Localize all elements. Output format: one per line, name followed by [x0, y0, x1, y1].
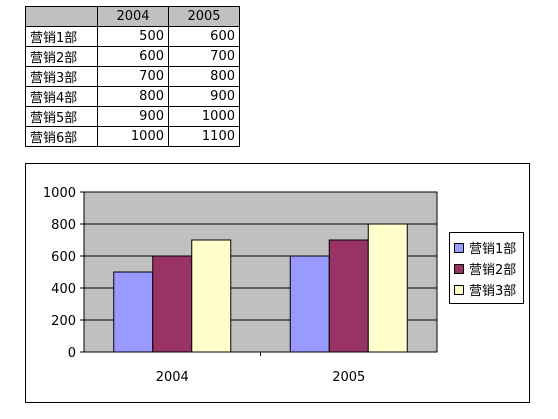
table-header-row: 2004 2005: [25, 6, 240, 27]
table-row: 营销5部 900 1000: [25, 106, 240, 127]
x-tick-label: 2005: [332, 370, 365, 385]
row-value-cell: 800: [168, 66, 240, 87]
table-row: 营销4部 800 900: [25, 86, 240, 107]
chart-area: 0 200 400 600 800 1000 2004 2005 营销1部 营销2部 营销3部: [25, 163, 530, 403]
bar: [152, 255, 193, 353]
row-name-cell: 营销6部: [25, 126, 98, 147]
row-name-cell: 营销1部: [25, 26, 98, 47]
legend-item: 营销3部: [454, 279, 523, 300]
row-name-cell: 营销2部: [25, 46, 98, 67]
table-row: 营销6部 1000 1100: [25, 126, 240, 147]
row-value-cell: 700: [168, 46, 240, 67]
row-value-cell: 600: [97, 46, 169, 67]
header-cell-corner: [25, 6, 98, 27]
data-table: 2004 2005 营销1部 500 600 营销2部 600 700 营销3部…: [25, 6, 240, 147]
y-tick-label: 0: [68, 346, 76, 361]
row-value-cell: 900: [168, 86, 240, 107]
header-cell-2005: 2005: [168, 6, 240, 27]
legend-swatch: [454, 242, 464, 253]
chart-legend: 营销1部 营销2部 营销3部: [449, 232, 524, 304]
y-tick-label: 400: [51, 282, 76, 297]
table-row: 营销1部 500 600: [25, 26, 240, 47]
legend-item: 营销1部: [454, 237, 523, 258]
table-row: 营销3部 700 800: [25, 66, 240, 87]
y-tick-label: 1000: [43, 186, 76, 201]
row-value-cell: 1000: [97, 126, 169, 147]
row-name-cell: 营销3部: [25, 66, 98, 87]
row-value-cell: 800: [97, 86, 169, 107]
legend-swatch: [454, 263, 464, 274]
bar: [113, 271, 154, 353]
row-value-cell: 1100: [168, 126, 240, 147]
header-cell-2004: 2004: [97, 6, 169, 27]
bar-chart: 0 200 400 600 800 1000 2004 2005: [43, 186, 438, 385]
row-name-cell: 营销5部: [25, 106, 98, 127]
bar: [328, 239, 369, 353]
y-tick-label: 800: [51, 218, 76, 233]
table-row: 营销2部 600 700: [25, 46, 240, 67]
legend-label: 营销2部: [469, 263, 517, 278]
legend-label: 营销1部: [469, 242, 517, 257]
bar: [367, 223, 408, 353]
y-tick-label: 200: [51, 314, 76, 329]
legend-item: 营销2部: [454, 258, 523, 279]
row-value-cell: 1000: [168, 106, 240, 127]
row-value-cell: 700: [97, 66, 169, 87]
row-value-cell: 500: [97, 26, 169, 47]
x-tick-label: 2004: [156, 370, 189, 385]
row-value-cell: 600: [168, 26, 240, 47]
legend-label: 营销3部: [469, 284, 517, 299]
bar: [191, 239, 232, 353]
legend-swatch: [454, 284, 464, 295]
row-value-cell: 900: [97, 106, 169, 127]
row-name-cell: 营销4部: [25, 86, 98, 107]
bar: [289, 255, 330, 353]
y-tick-label: 600: [51, 250, 76, 265]
